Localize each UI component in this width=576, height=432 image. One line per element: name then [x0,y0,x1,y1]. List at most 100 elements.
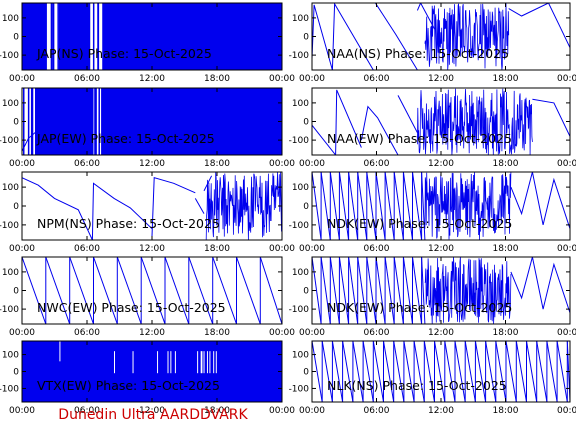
x-tick-label: 12:00 [428,159,454,169]
y-tick-label: 100 [292,99,309,109]
trace-segment [312,172,322,240]
panel-title: NAA(EW) Phase: 15-Oct-2025 [327,131,512,146]
trace-segment [366,257,377,324]
trace-segment [383,341,395,402]
y-tick-label: -100 [289,136,310,146]
trace-segment [342,341,354,402]
x-tick-label: 18:00 [204,159,230,169]
y-tick-label: -100 [0,136,19,146]
phase-trace [312,341,570,402]
phase-panel-9: 100 0 -100 00:00 06:00 12:00 18:00 00:00 VTX(EW)… [0,340,295,416]
trace-segment [397,95,418,133]
x-tick-label: 06:00 [74,159,100,169]
x-tick-label: 00:00 [557,159,576,169]
x-tick-label: 12:00 [428,328,454,338]
phase-panel-4: 100 0 -100 00:00 06:00 12:00 18:00 00:00 NAA(EW)… [289,87,576,169]
trace-segment [360,105,399,155]
y-tick-label: 100 [2,351,19,361]
x-tick-label: 18:00 [204,244,230,254]
trace-segment [329,257,340,324]
trace-segment [454,341,466,402]
trace-segment [424,172,512,240]
x-tick-label: 12:00 [428,74,454,84]
phase-trace [22,257,282,324]
y-tick-label: 0 [13,202,19,212]
phase-trace [312,88,570,155]
x-tick-label: 12:00 [139,159,165,169]
trace-segment [348,172,359,240]
trace-segment [352,341,364,402]
phase-panel-7: 100 0 -100 00:00 06:00 12:00 18:00 00:00 NWC(EW)… [0,256,295,338]
trace-segment [464,341,476,402]
trace-segment [546,341,558,402]
x-tick-label: 18:00 [493,406,519,416]
trace-segment [312,4,333,70]
panel-title: VTX(EW) Phase: 15-Oct-2025 [37,378,220,393]
phase-panel-6: 100 0 -100 00:00 06:00 12:00 18:00 00:00 NDK(EW)… [289,171,576,254]
trace-segment [515,341,527,402]
trace-segment [495,341,507,402]
phase-panel-3: 100 0 -100 00:00 06:00 12:00 18:00 00:00 JAP(EW)… [0,87,295,169]
trace-segment [402,257,413,324]
phase-trace [22,172,282,240]
panel-title: NDK(EW) Phase: 15-Oct-2025 [327,216,512,231]
trace-segment [348,257,359,324]
trace-segment [22,108,56,152]
panel-title: NDK(EW) Phase: 15-Oct-2025 [327,300,512,315]
phase-trace [312,3,570,70]
dense-trace-fill [22,341,282,402]
x-tick-label: 12:00 [139,328,165,338]
trace-segment [556,341,568,402]
trace-segment [91,182,153,240]
y-tick-label: -100 [0,51,19,61]
trace-segment [421,257,426,324]
trace-gap [93,88,102,155]
trace-segment [508,3,570,48]
trace-segment [384,172,395,240]
x-tick-label: 18:00 [493,244,519,254]
x-tick-label: 00:00 [299,74,325,84]
panel-title: NPM(NS) Phase: 15-Oct-2025 [37,216,220,231]
x-tick-label: 12:00 [139,406,165,416]
trace-segment [329,172,340,240]
x-tick-label: 00:00 [269,159,295,169]
trace-segment [393,257,404,324]
x-tick-label: 00:00 [9,406,35,416]
panel-title: JAP(EW) Phase: 15-Oct-2025 [36,131,215,146]
trace-segment [362,341,374,402]
trace-segment [93,257,118,324]
y-tick-label: -100 [289,384,310,394]
trace-segment [259,257,282,324]
trace-segment [536,341,548,402]
trace-segment [375,172,386,240]
y-tick-label: 0 [303,368,309,378]
x-tick-label: 00:00 [557,406,576,416]
x-tick-label: 06:00 [74,244,100,254]
trace-segment [205,172,282,240]
y-tick-label: 100 [292,183,309,193]
phase-panel-1: 100 0 -100 00:00 06:00 12:00 18:00 00:00 JAP(NS)… [0,2,295,84]
y-tick-label: -100 [289,221,310,231]
x-tick-label: 06:00 [364,244,390,254]
trace-segment [532,98,570,137]
x-tick-label: 00:00 [557,328,576,338]
x-tick-label: 00:00 [557,74,576,84]
trace-segment [375,257,386,324]
trace-segment [331,3,374,70]
trace-segment [474,341,487,402]
x-tick-label: 00:00 [9,74,35,84]
x-tick-label: 18:00 [493,328,519,338]
trace-segment [22,257,47,324]
trace-segment [374,3,418,70]
trace-segment [505,341,517,402]
x-tick-label: 00:00 [9,244,35,254]
trace-segment [424,3,510,70]
phase-panel-2: 100 0 -100 00:00 06:00 12:00 18:00 00:00 NAA(NS)… [289,2,576,84]
x-tick-label: 00:00 [269,328,295,338]
trace-segment [320,257,331,324]
y-tick-label: 100 [292,268,309,278]
y-tick-label: 0 [13,368,19,378]
trace-segment [421,172,426,240]
panel-title: NWC(EW) Phase: 15-Oct-2025 [37,300,226,315]
